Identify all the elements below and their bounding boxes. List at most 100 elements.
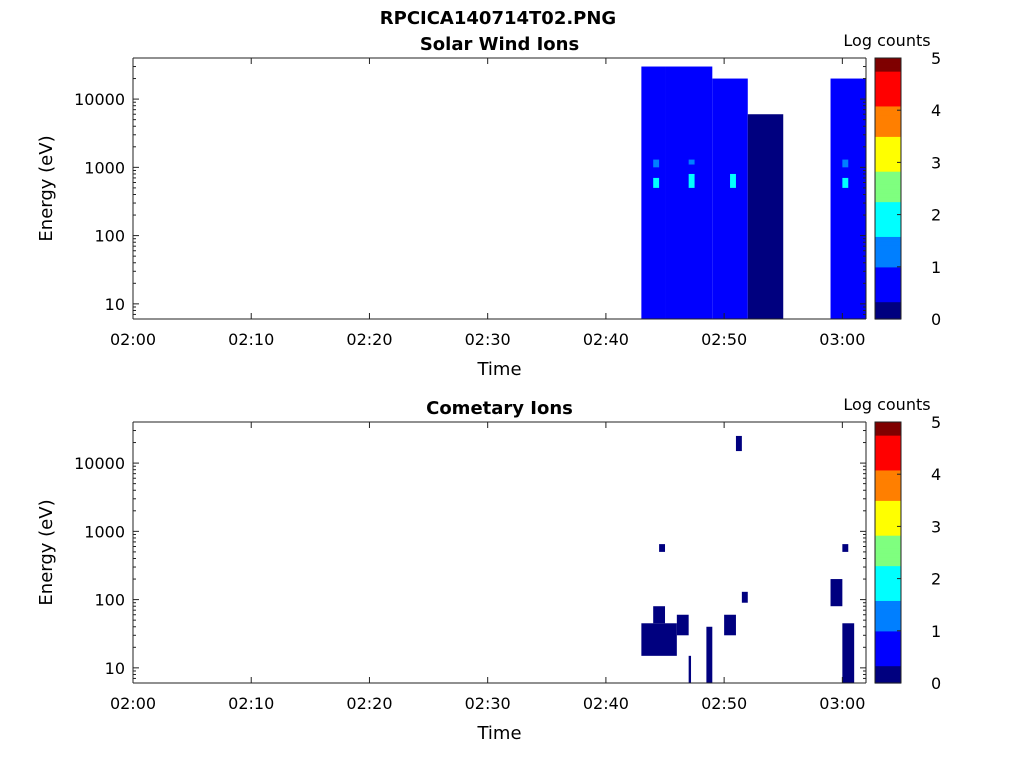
x-tick-label: 02:10 [228, 330, 274, 349]
heatmap-cell [653, 606, 666, 624]
colorbar-band [875, 643, 901, 649]
colorbar-band [875, 301, 901, 307]
x-tick-label: 02:30 [465, 330, 511, 349]
colorbar-tick-label: 1 [931, 258, 941, 277]
colorbar-band [875, 469, 901, 475]
colorbar-band [875, 131, 901, 137]
figure-title: RPCICA140714T02.PNG [380, 8, 616, 29]
y-tick-label: 10000 [74, 90, 125, 109]
heatmap-cell [830, 579, 843, 607]
colorbar-band [875, 522, 901, 527]
colorbar-band [875, 465, 901, 471]
colorbar-band [875, 245, 901, 250]
colorbar-band [875, 175, 901, 181]
colorbar-band [875, 535, 901, 541]
colorbar-tick-label: 1 [931, 622, 941, 641]
colorbar-band [875, 197, 901, 203]
colorbar-band [875, 105, 901, 111]
panel-title: Cometary Ions [426, 398, 573, 419]
colorbar-band [875, 626, 901, 632]
x-tick-label: 02:00 [110, 330, 156, 349]
colorbar-band [875, 430, 901, 436]
colorbar-band [875, 452, 901, 458]
heatmap-cell [741, 591, 748, 603]
colorbar-band [875, 609, 901, 614]
heatmap-cell [730, 173, 736, 188]
colorbar-band [875, 517, 901, 523]
heatmap-cell [842, 159, 849, 168]
colorbar-band [875, 678, 901, 684]
colorbar-band [875, 236, 901, 242]
x-tick-label: 02:30 [465, 694, 511, 713]
colorbar-band [875, 292, 901, 298]
colorbar-band [875, 426, 901, 432]
colorbar-band [875, 530, 901, 536]
colorbar-band [875, 88, 901, 94]
colorbar-tick-label: 3 [931, 153, 941, 172]
colorbar-band [875, 227, 901, 233]
heatmap-cells [641, 435, 855, 683]
colorbar-band [875, 569, 901, 575]
colorbar-band [875, 482, 901, 488]
colorbar-band [875, 613, 901, 619]
colorbar-band [875, 205, 901, 211]
colorbar-band [875, 201, 901, 207]
colorbar-band [875, 661, 901, 667]
heatmap-cell [665, 66, 713, 319]
heatmap-cell [688, 159, 695, 165]
heatmap-cell [842, 623, 855, 683]
colorbar-band [875, 443, 901, 449]
colorbar-band [875, 596, 901, 601]
colorbar-tick-label: 5 [931, 49, 941, 68]
colorbar-band [875, 314, 901, 320]
colorbar-band [875, 66, 901, 72]
colorbar-band [875, 565, 901, 571]
colorbar-band [875, 271, 901, 277]
panel-title: Solar Wind Ions [420, 34, 579, 55]
colorbar-band [875, 674, 901, 680]
colorbar-band [875, 79, 901, 85]
colorbar-band [875, 652, 901, 658]
colorbar-band [875, 192, 901, 198]
colorbar-band [875, 435, 901, 440]
heatmap-cell [641, 623, 677, 656]
colorbar-band [875, 526, 901, 532]
heatmap-cell [641, 66, 666, 319]
colorbar-band [875, 166, 901, 172]
colorbar-band [875, 123, 901, 129]
colorbar-band [875, 288, 901, 294]
y-tick-label: 10 [105, 659, 125, 678]
heatmap-cell [659, 544, 666, 552]
colorbar-band [875, 630, 901, 636]
colorbar-band [875, 118, 901, 124]
heatmap-cell [724, 614, 736, 636]
colorbar-band [875, 622, 901, 628]
colorbar-band [875, 214, 901, 220]
colorbar-band [875, 461, 901, 467]
colorbar-band [875, 136, 901, 142]
x-axis-label: Time [476, 359, 521, 380]
colorbar-band [875, 478, 901, 484]
colorbar-band [875, 422, 901, 427]
colorbar-band [875, 556, 901, 562]
heatmap-cell [842, 177, 849, 188]
colorbar-band [875, 75, 901, 81]
y-tick-label: 1000 [84, 522, 125, 541]
x-tick-label: 02:20 [346, 694, 392, 713]
colorbar-band [875, 617, 901, 623]
colorbar-label: Log counts [843, 31, 930, 50]
colorbar-band [875, 232, 901, 237]
colorbar-band [875, 639, 901, 645]
colorbar-band [875, 97, 901, 103]
colorbar-band [875, 184, 901, 190]
colorbar-tick-label: 2 [931, 206, 941, 225]
colorbar-band [875, 101, 901, 107]
colorbar-band [875, 491, 901, 497]
colorbar-band [875, 149, 901, 155]
y-axis-label: Energy (eV) [36, 499, 57, 605]
y-tick-label: 100 [94, 591, 125, 610]
colorbar-band [875, 249, 901, 255]
y-tick-label: 100 [94, 227, 125, 246]
colorbar-band [875, 153, 901, 159]
x-axis-label: Time [476, 723, 521, 744]
